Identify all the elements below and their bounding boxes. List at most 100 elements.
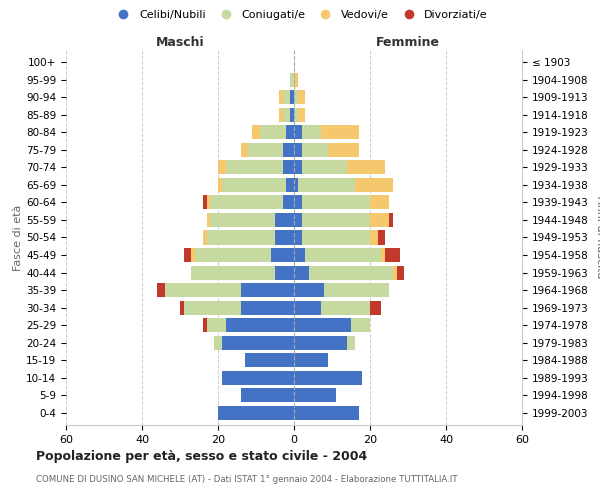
Bar (294, 73, 298, 87)
Bar (302, 213, 370, 227)
Bar (294, 213, 302, 227)
Bar (283, 108, 290, 122)
Bar (294, 196, 302, 209)
Bar (294, 388, 336, 402)
Bar (347, 336, 355, 349)
Bar (275, 213, 294, 227)
Legend: Celibi/Nubili, Coniugati/e, Vedovi/e, Divorziati/e: Celibi/Nubili, Coniugati/e, Vedovi/e, Di… (108, 6, 492, 25)
Bar (241, 300, 294, 314)
Bar (370, 196, 389, 209)
Bar (283, 196, 294, 209)
Bar (226, 160, 283, 174)
Text: Popolazione per età, sesso e stato civile - 2004: Popolazione per età, sesso e stato civil… (36, 450, 367, 463)
Bar (351, 318, 370, 332)
Bar (294, 126, 302, 140)
Text: Maschi: Maschi (155, 36, 205, 49)
Bar (298, 90, 305, 104)
Bar (370, 230, 377, 244)
Bar (294, 283, 325, 297)
Bar (191, 266, 275, 280)
Bar (294, 178, 298, 192)
Y-axis label: Anni di nascita: Anni di nascita (595, 196, 600, 279)
Bar (389, 213, 393, 227)
Bar (320, 126, 359, 140)
Bar (222, 370, 294, 384)
Bar (279, 90, 283, 104)
Bar (298, 108, 305, 122)
Y-axis label: Fasce di età: Fasce di età (13, 204, 23, 270)
Bar (294, 160, 302, 174)
Bar (298, 178, 355, 192)
Bar (260, 126, 286, 140)
Bar (309, 266, 393, 280)
Bar (218, 160, 226, 174)
Bar (241, 388, 294, 402)
Bar (294, 248, 305, 262)
Bar (203, 318, 206, 332)
Bar (184, 248, 191, 262)
Bar (294, 230, 302, 244)
Bar (206, 213, 211, 227)
Bar (241, 143, 248, 157)
Bar (180, 300, 184, 314)
Bar (302, 126, 320, 140)
Bar (305, 248, 382, 262)
Bar (203, 230, 206, 244)
Bar (211, 196, 283, 209)
Bar (286, 126, 294, 140)
Bar (252, 126, 260, 140)
Bar (245, 353, 294, 367)
Bar (377, 230, 385, 244)
Bar (294, 318, 351, 332)
Bar (294, 353, 328, 367)
Bar (347, 160, 385, 174)
Bar (218, 406, 294, 419)
Bar (294, 90, 298, 104)
Bar (206, 318, 226, 332)
Bar (283, 160, 294, 174)
Bar (325, 283, 389, 297)
Bar (271, 248, 294, 262)
Bar (393, 266, 397, 280)
Bar (355, 178, 393, 192)
Bar (385, 248, 400, 262)
Bar (248, 143, 283, 157)
Bar (279, 108, 283, 122)
Bar (165, 283, 241, 297)
Bar (290, 108, 294, 122)
Bar (283, 143, 294, 157)
Bar (290, 73, 294, 87)
Bar (294, 108, 298, 122)
Bar (397, 266, 404, 280)
Bar (184, 300, 241, 314)
Bar (294, 266, 309, 280)
Bar (226, 318, 294, 332)
Bar (191, 248, 195, 262)
Bar (214, 336, 222, 349)
Bar (283, 90, 290, 104)
Bar (302, 160, 347, 174)
Bar (328, 143, 359, 157)
Bar (222, 178, 286, 192)
Bar (275, 230, 294, 244)
Bar (218, 178, 222, 192)
Bar (290, 90, 294, 104)
Bar (302, 196, 370, 209)
Text: COMUNE DI DUSINO SAN MICHELE (AT) - Dati ISTAT 1° gennaio 2004 - Elaborazione TU: COMUNE DI DUSINO SAN MICHELE (AT) - Dati… (36, 475, 458, 484)
Bar (275, 266, 294, 280)
Bar (294, 370, 362, 384)
Bar (195, 248, 271, 262)
Bar (241, 283, 294, 297)
Bar (294, 300, 320, 314)
Bar (370, 300, 382, 314)
Bar (294, 143, 302, 157)
Bar (286, 178, 294, 192)
Bar (206, 230, 275, 244)
Bar (206, 196, 211, 209)
Bar (370, 213, 389, 227)
Bar (382, 248, 385, 262)
Bar (211, 213, 275, 227)
Text: Femmine: Femmine (376, 36, 440, 49)
Bar (294, 406, 359, 419)
Bar (157, 283, 165, 297)
